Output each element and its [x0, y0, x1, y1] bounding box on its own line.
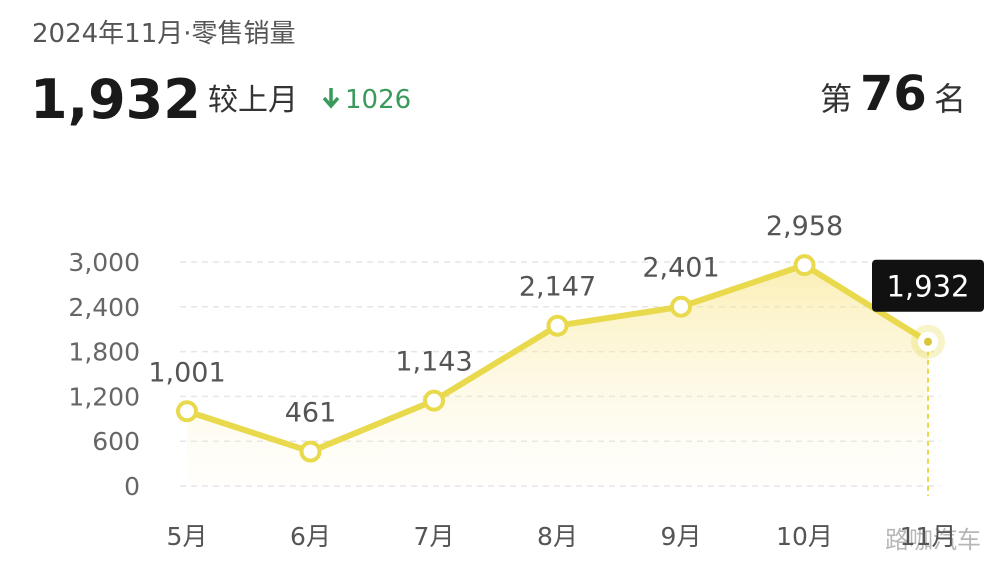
y-tick-label: 2,400	[68, 293, 140, 322]
value-label: 461	[285, 398, 337, 429]
compare-label: 较上月	[208, 83, 298, 118]
point	[299, 440, 322, 463]
value-label: 2,401	[642, 253, 719, 284]
change-value: 1026	[345, 85, 411, 115]
tooltip-value: 1,932	[886, 270, 969, 304]
point	[546, 314, 569, 337]
rank-prefix: 第	[820, 80, 852, 118]
watermark: 路咖汽车	[885, 526, 981, 554]
point	[793, 254, 816, 277]
y-tick-label: 1,200	[68, 382, 140, 411]
rank-suffix: 名	[934, 80, 966, 118]
y-tick-label: 600	[92, 427, 140, 456]
value-label: 2,958	[766, 211, 843, 242]
x-tick-label: 5月	[167, 522, 208, 551]
x-tick-label: 8月	[537, 522, 578, 551]
header-value: 1,932	[30, 68, 201, 131]
point	[670, 295, 692, 318]
tooltip-box	[872, 259, 984, 312]
area	[187, 265, 928, 486]
value-label: 1,143	[395, 347, 472, 378]
y-tick-label: 0	[124, 472, 140, 501]
header-title: 2024年11月·零售销量	[32, 19, 296, 49]
x-tick-label: 9月	[661, 522, 702, 551]
down-arrow-icon	[322, 88, 340, 109]
rank-value: 76	[860, 66, 927, 122]
point	[176, 400, 198, 423]
x-tick-label: 10月	[776, 522, 833, 551]
value-label: 2,147	[519, 272, 596, 303]
point	[423, 389, 445, 412]
y-tick-label: 3,000	[68, 248, 140, 277]
y-tick-label: 1,800	[68, 338, 140, 367]
x-tick-label: 6月	[290, 522, 331, 551]
x-tick-label: 11月	[900, 522, 957, 551]
point-center	[924, 337, 932, 346]
value-label: 1,001	[148, 357, 225, 388]
x-tick-label: 7月	[414, 522, 455, 551]
